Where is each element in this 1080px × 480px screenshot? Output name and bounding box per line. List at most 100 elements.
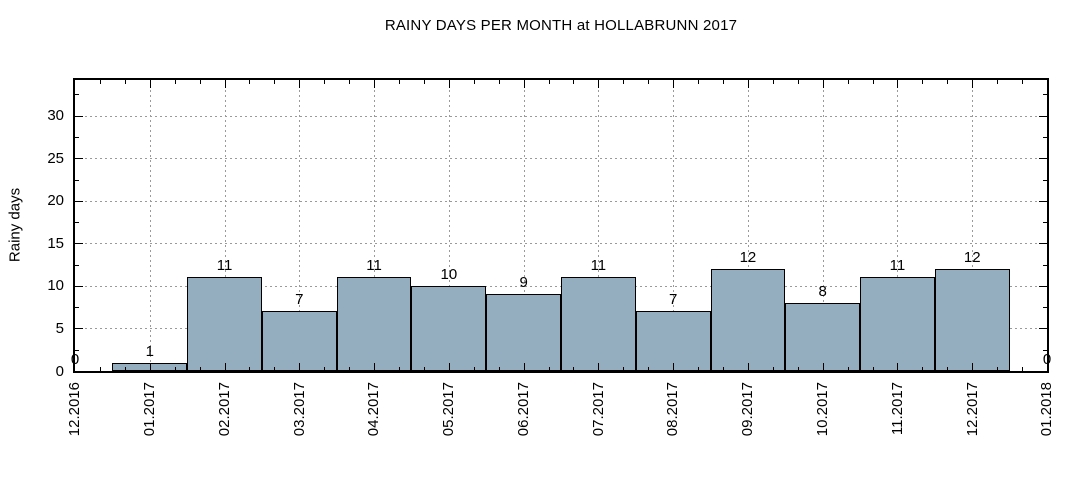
- x-minor-tick-top: [423, 80, 425, 84]
- x-minor-tick-top: [623, 80, 625, 84]
- x-gridline: [149, 80, 151, 371]
- y-tick-label: 15: [47, 234, 64, 252]
- x-minor-tick-bottom: [723, 367, 724, 371]
- y-tick-right: [1039, 328, 1047, 330]
- y-tick-label: 10: [47, 277, 64, 295]
- y-tick-left: [75, 243, 83, 245]
- x-minor-tick-top: [872, 80, 874, 84]
- x-minor-tick-bottom: [324, 367, 326, 371]
- x-minor-tick-bottom: [1022, 367, 1024, 371]
- x-minor-tick-bottom: [249, 367, 251, 371]
- x-minor-tick-top: [797, 80, 799, 84]
- y-tick-right: [1039, 115, 1047, 117]
- x-tick-top: [523, 80, 525, 88]
- y-minor-tick-right: [1043, 222, 1047, 224]
- y-gridline: [75, 158, 1047, 160]
- x-minor-tick-bottom: [772, 367, 774, 371]
- bar-value-label: 12: [739, 248, 757, 266]
- plot-area: 0 1 11 7 11 10 9 11 7 12 8 11 12 0: [71, 78, 1051, 373]
- x-minor-tick-top: [698, 80, 700, 84]
- x-gridline: [448, 80, 450, 371]
- y-tick-right: [1039, 158, 1047, 160]
- x-minor-tick-top: [124, 80, 126, 84]
- y-minor-tick-left: [75, 137, 79, 138]
- y-tick-left: [75, 115, 83, 117]
- bar: [561, 277, 636, 371]
- x-minor-tick-top: [249, 80, 251, 84]
- x-tick-label: 12.2017: [963, 382, 981, 437]
- x-minor-tick-bottom: [997, 367, 999, 371]
- x-minor-tick-bottom: [623, 367, 625, 371]
- y-minor-tick-left: [75, 94, 79, 96]
- y-tick-right: [1039, 200, 1047, 202]
- x-minor-tick-top: [473, 80, 475, 84]
- y-tick-label: 30: [47, 107, 64, 125]
- x-tick-bottom: [374, 363, 376, 371]
- x-tick-bottom: [822, 363, 824, 371]
- x-tick-bottom: [224, 363, 226, 371]
- x-gridline: [822, 80, 824, 371]
- y-minor-tick-right: [1043, 349, 1047, 351]
- y-minor-tick-right: [1043, 94, 1047, 96]
- x-tick-label: 07.2017: [589, 382, 607, 437]
- x-tick-bottom: [448, 363, 450, 371]
- bar: [486, 294, 561, 371]
- y-minor-tick-right: [1043, 307, 1047, 309]
- x-tick-label: 01.2018: [1038, 382, 1056, 437]
- bar: [187, 277, 262, 371]
- y-minor-tick-right: [1043, 179, 1047, 181]
- bar-value-label: 8: [818, 282, 827, 300]
- x-tick-bottom: [897, 363, 899, 371]
- x-minor-tick-bottom: [199, 367, 201, 371]
- x-gridline: [523, 80, 525, 371]
- x-minor-tick-bottom: [648, 367, 650, 371]
- x-minor-tick-top: [723, 80, 724, 84]
- y-minor-tick-left: [75, 349, 79, 351]
- y-minor-tick-left: [75, 264, 79, 266]
- x-tick-label: 11.2017: [888, 382, 906, 436]
- bar: [336, 277, 412, 371]
- y-minor-tick-left: [75, 179, 79, 181]
- x-minor-tick-top: [997, 80, 999, 84]
- x-gridline: [374, 80, 376, 371]
- y-minor-tick-left: [75, 222, 79, 224]
- bar: [411, 285, 487, 371]
- y-tick-label: 20: [47, 192, 64, 210]
- x-tick-bottom: [972, 363, 974, 371]
- bar: [112, 362, 188, 371]
- x-tick-top: [822, 80, 824, 88]
- bar: [785, 302, 861, 371]
- x-tick-label: 04.2017: [365, 382, 383, 437]
- x-tick-top: [972, 80, 974, 88]
- y-tick-label: 0: [55, 362, 64, 380]
- x-tick-top: [598, 80, 600, 88]
- x-minor-tick-bottom: [399, 367, 400, 371]
- bar-value-label: 11: [216, 257, 233, 275]
- bar-value-label: 0: [70, 351, 80, 368]
- x-tick-top: [149, 80, 151, 88]
- x-gridline: [224, 80, 226, 371]
- x-minor-tick-top: [947, 80, 949, 84]
- x-minor-tick-top: [274, 80, 276, 84]
- x-minor-tick-top: [324, 80, 326, 84]
- y-tick-left: [75, 285, 83, 287]
- x-minor-tick-bottom: [797, 367, 799, 371]
- x-minor-tick-top: [847, 80, 849, 84]
- x-tick-bottom: [523, 363, 525, 371]
- x-tick-label: 05.2017: [440, 382, 458, 437]
- y-gridline: [75, 200, 1047, 202]
- x-gridline: [897, 80, 899, 371]
- x-tick-top: [673, 80, 675, 88]
- x-minor-tick-top: [99, 80, 101, 84]
- bar-value-label: 1: [145, 342, 154, 360]
- bar-value-label: 11: [590, 257, 607, 275]
- x-minor-tick-bottom: [947, 367, 949, 371]
- x-tick-bottom: [299, 363, 301, 371]
- bar-value-label: 11: [889, 257, 906, 275]
- y-tick-right: [1039, 243, 1047, 245]
- x-minor-tick-bottom: [99, 367, 101, 371]
- x-minor-tick-bottom: [124, 367, 126, 371]
- x-gridline: [972, 80, 974, 371]
- x-minor-tick-top: [922, 80, 924, 84]
- y-tick-label: 25: [47, 149, 64, 167]
